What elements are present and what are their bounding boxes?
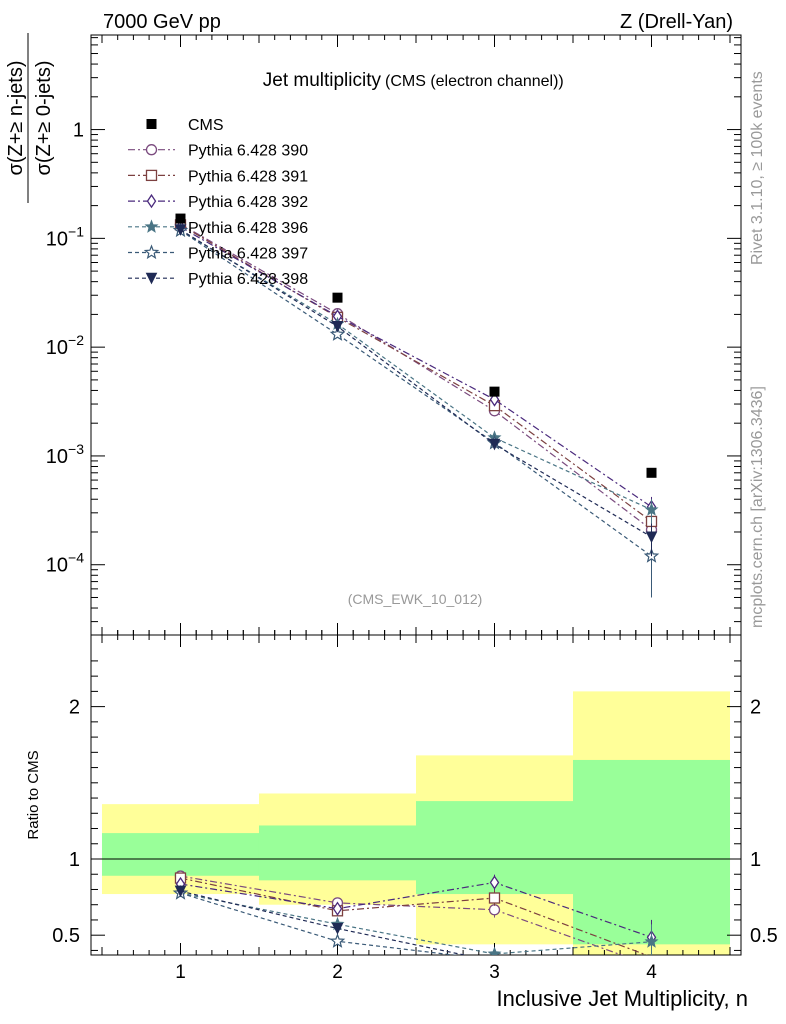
ratio-tick-label-left: 2	[69, 697, 80, 719]
x-tick-label: 2	[332, 962, 343, 983]
series-marker	[143, 244, 160, 260]
ratio-tick-label-left: 1	[69, 849, 80, 871]
analysis-tag: (CMS_EWK_10_012)	[348, 591, 483, 607]
main-series	[172, 213, 660, 598]
series-line	[180, 229, 652, 538]
stat-uncertainty-band	[573, 759, 731, 945]
header-right: Z (Drell-Yan)	[620, 11, 733, 33]
ratio-tick-label-right: 0.5	[750, 925, 778, 947]
series-marker	[329, 326, 346, 341]
series-marker	[645, 531, 658, 544]
legend-label: Pythia 6.428 392	[188, 194, 308, 211]
ratio-series	[172, 870, 659, 955]
series-line	[180, 223, 652, 531]
header-left: 7000 GeV pp	[103, 11, 221, 33]
series-marker	[144, 219, 159, 233]
tick-labels: 1 2 3 4 1 10−1 10−2 10−3 10−4 0.5 0.5 1 1 2 2	[46, 120, 778, 983]
chart-subtitle: (CMS (electron channel))	[385, 73, 564, 90]
ratio-series-line	[180, 875, 624, 955]
series-marker	[488, 904, 501, 916]
ratio-uncertainty-bands	[101, 691, 731, 955]
data-marker	[332, 292, 343, 303]
y-axis-label-denominator: σ(Z+≥ 0-jets)	[33, 61, 55, 176]
series-line	[180, 230, 652, 511]
series-marker	[489, 875, 500, 890]
series-marker	[145, 169, 158, 182]
x-axis-label: Inclusive Jet Multiplicity, n	[497, 986, 748, 1011]
series-marker	[145, 144, 158, 156]
data-marker	[489, 386, 500, 397]
series-marker	[145, 272, 158, 285]
stat-uncertainty-band	[258, 825, 416, 881]
series-line	[180, 230, 652, 557]
chart-title: Jet multiplicity	[263, 70, 382, 91]
legend: CMS Pythia 6.428 390 Pythia 6.428 391 Pythi…	[128, 117, 308, 288]
series-marker	[332, 901, 343, 916]
series-marker	[488, 892, 501, 904]
series-marker	[174, 224, 187, 236]
stat-uncertainty-band	[101, 833, 259, 876]
legend-label: Pythia 6.428 396	[188, 220, 308, 237]
x-tick-label: 1	[175, 962, 186, 983]
x-tick-label: 4	[646, 962, 657, 983]
legend-label: Pythia 6.428 391	[188, 168, 308, 185]
y-axis-label: σ(Z+≥ n-jets) σ(Z+≥ 0-jets)	[5, 33, 55, 203]
ratio-axis-label: Ratio to CMS	[25, 750, 42, 839]
rivet-label: Rivet 3.1.10, ≥ 100k events	[749, 71, 766, 265]
ratio-tick-label-right: 1	[750, 849, 761, 871]
data-marker	[146, 119, 157, 129]
y-tick-label: 1	[73, 120, 84, 142]
ratio-series-line	[180, 877, 648, 955]
ratio-tick-label-left: 0.5	[52, 925, 80, 947]
ratio-series-line	[180, 881, 652, 938]
mcplots-label: mcplots.cern.ch [arXiv:1306.3436]	[749, 386, 766, 628]
series-marker	[644, 934, 659, 948]
series-marker	[331, 320, 344, 333]
x-tick-label: 3	[489, 962, 500, 983]
series-line	[180, 226, 652, 508]
series-marker	[488, 438, 501, 451]
axis-ticks	[91, 35, 741, 955]
y-tick-label: 10−1	[46, 223, 84, 250]
series-marker	[644, 502, 659, 516]
series-marker	[146, 193, 157, 209]
ratio-tick-label-right: 2	[750, 697, 761, 719]
legend-label: Pythia 6.428 390	[188, 143, 308, 160]
series-marker	[331, 922, 344, 935]
legend-label: Pythia 6.428 398	[188, 271, 308, 288]
series-marker	[329, 933, 346, 948]
ratio-series-line	[180, 892, 652, 955]
y-tick-label: 10−4	[46, 550, 84, 577]
series-marker	[174, 885, 187, 898]
y-tick-label: 10−2	[46, 332, 84, 359]
data-marker	[646, 467, 657, 478]
legend-label-data: CMS	[188, 117, 224, 134]
y-axis-label-numerator: σ(Z+≥ n-jets)	[5, 61, 27, 176]
ratio-series-line	[180, 890, 467, 955]
y-tick-label: 10−3	[46, 441, 84, 468]
ratio-series-group	[174, 885, 467, 955]
series-marker	[487, 946, 502, 955]
data-marker	[175, 213, 186, 224]
legend-label: Pythia 6.428 397	[188, 246, 308, 263]
